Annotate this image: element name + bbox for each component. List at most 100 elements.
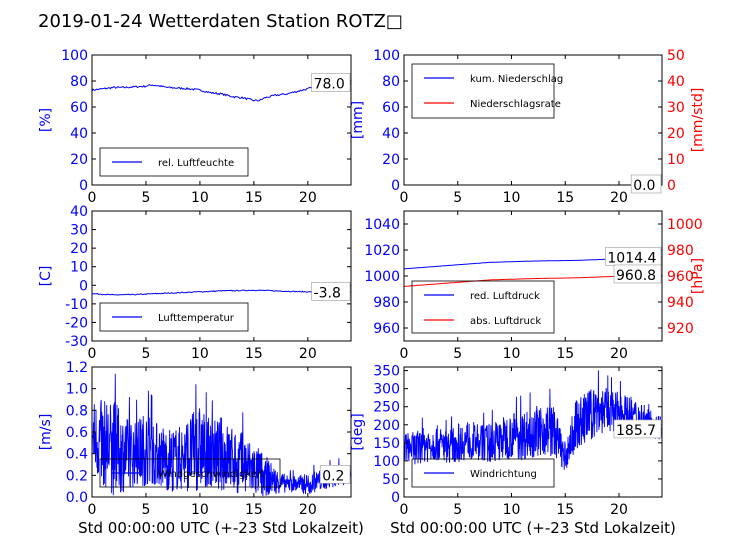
x-tick-label: 0 bbox=[88, 190, 97, 206]
y-tick-label: 20 bbox=[382, 152, 400, 168]
y2-axis-label: [mm/std] bbox=[690, 88, 706, 153]
axes-frame bbox=[403, 54, 663, 186]
last-value-box bbox=[613, 264, 662, 284]
x-tick-label: 10 bbox=[191, 346, 209, 362]
y-tick-label: 960 bbox=[373, 321, 400, 337]
chart-title: 2019-01-24 Wetterdaten Station ROTZ□ bbox=[38, 11, 403, 32]
legend-label: Niederschlagsrate bbox=[470, 99, 561, 110]
legend-label: Windrichtung bbox=[470, 469, 537, 480]
legend: Lufttemperatur bbox=[99, 302, 249, 332]
x-tick-label: 15 bbox=[556, 346, 574, 362]
last-value-text: 0.0 bbox=[633, 178, 655, 194]
x-tick-label: 5 bbox=[141, 346, 150, 362]
last-value-annotation: 185.7 bbox=[613, 419, 662, 439]
legend-frame bbox=[99, 302, 249, 332]
panel-precip: 0 5 10 15 20 0 20 40 60 80 100 0 10 20 30 40 50 [mm] [mm/s… bbox=[350, 48, 706, 206]
x-tick-label: 20 bbox=[610, 190, 628, 206]
y-tick-label: 100 bbox=[373, 48, 400, 64]
last-value-annotation: 0.2 bbox=[319, 465, 351, 484]
series-group bbox=[92, 373, 351, 497]
y-tick-label: 40 bbox=[70, 204, 88, 220]
y2-tick-label: 1000 bbox=[667, 217, 703, 233]
last-value-text: 1014.4 bbox=[607, 250, 656, 266]
last-value-text: -3.8 bbox=[314, 285, 341, 301]
y-tick-label: 100 bbox=[373, 454, 400, 470]
last-value-annotation: 1014.4 bbox=[605, 246, 662, 266]
y2-tick-label: 30 bbox=[667, 100, 685, 116]
series-line-lufttemperatur bbox=[92, 289, 351, 296]
y-tick-label: 350 bbox=[373, 364, 400, 380]
panel-humidity: 0 5 10 15 20 0 20 40 60 80 100 [%] rel. Luftfeuchte 7… bbox=[38, 48, 352, 206]
legend: kum. Niederschlag Niederschlagsrate bbox=[411, 63, 563, 119]
legend-frame bbox=[411, 63, 555, 119]
y-tick-label: 30 bbox=[70, 223, 88, 239]
legend: Windgeschwindigkeit bbox=[99, 458, 281, 488]
x-tick-label: 10 bbox=[191, 502, 209, 518]
y-tick-label: 1000 bbox=[364, 269, 400, 285]
y-tick-label: 1.2 bbox=[66, 360, 88, 376]
y-tick-label: 150 bbox=[373, 436, 400, 452]
x-tick-label: 0 bbox=[400, 502, 409, 518]
legend-frame bbox=[99, 147, 249, 177]
y-tick-label: 1040 bbox=[364, 217, 400, 233]
legend: rel. Luftfeuchte bbox=[99, 147, 249, 177]
panel-pressure: 0 5 10 15 20 960 980 1000 1020 1040 920 940 960 980 10… bbox=[364, 210, 706, 362]
x-tick-label: 5 bbox=[453, 190, 462, 206]
y-tick-label: 60 bbox=[382, 100, 400, 116]
last-value-box bbox=[630, 174, 662, 194]
y-tick-label: 300 bbox=[373, 382, 400, 398]
y-tick-label: 0 bbox=[391, 178, 400, 194]
y-tick-label: 50 bbox=[382, 472, 400, 488]
x-tick-label: 5 bbox=[453, 346, 462, 362]
axes-frame bbox=[91, 54, 352, 186]
x-tick-label: 10 bbox=[503, 190, 521, 206]
x-tick-label: 5 bbox=[141, 502, 150, 518]
legend-frame bbox=[411, 280, 555, 334]
legend: red. Luftdruck abs. Luftdruck bbox=[411, 280, 555, 334]
y-tick-label: 10 bbox=[70, 260, 88, 276]
last-value-annotation: 960.8 bbox=[613, 264, 662, 284]
y-tick-label: 20 bbox=[70, 152, 88, 168]
x-tick-label: 10 bbox=[503, 502, 521, 518]
y-axis-label: [deg] bbox=[350, 413, 366, 450]
y2-tick-label: 940 bbox=[667, 295, 694, 311]
y2-tick-label: 920 bbox=[667, 321, 694, 337]
y2-axis-label: [hPa] bbox=[690, 258, 706, 294]
y-axis-label: [%] bbox=[38, 108, 54, 132]
x-tick-label: 15 bbox=[556, 190, 574, 206]
last-value-box bbox=[613, 419, 662, 439]
legend-frame bbox=[411, 458, 555, 488]
x-axis-label-left: Std 00:00:00 UTC (+-23 Std Lokalzeit) bbox=[78, 519, 364, 537]
last-value-annotation: -3.8 bbox=[311, 282, 351, 301]
y-tick-label: 80 bbox=[382, 74, 400, 90]
y2-tick-label: 40 bbox=[667, 74, 685, 90]
y-tick-label: 40 bbox=[382, 126, 400, 142]
last-value-annotation: 0.0 bbox=[630, 174, 662, 194]
y-tick-label: 200 bbox=[373, 418, 400, 434]
x-tick-label: 5 bbox=[141, 190, 150, 206]
y-axis-label: [m/s] bbox=[38, 414, 54, 451]
x-tick-label: 10 bbox=[503, 346, 521, 362]
axes-frame bbox=[403, 366, 663, 498]
last-value-text: 960.8 bbox=[616, 268, 656, 284]
legend-label: Windgeschwindigkeit bbox=[158, 469, 264, 480]
y2-tick-label: 960 bbox=[667, 269, 694, 285]
y-tick-label: 0 bbox=[391, 490, 400, 506]
x-tick-label: 10 bbox=[191, 190, 209, 206]
legend: Windrichtung bbox=[411, 458, 555, 488]
last-value-annotation: 78.0 bbox=[311, 73, 351, 93]
series-group bbox=[92, 82, 351, 102]
x-axis-label-right: Std 00:00:00 UTC (+-23 Std Lokalzeit) bbox=[390, 519, 676, 537]
y-tick-label: -30 bbox=[65, 334, 88, 350]
y2-tick-label: 50 bbox=[667, 48, 685, 64]
x-tick-label: 15 bbox=[245, 190, 263, 206]
y-tick-label: 1020 bbox=[364, 243, 400, 259]
panel-winddir: 0 5 10 15 20050100150200250300350[deg]Windri… bbox=[350, 364, 663, 518]
y-tick-label: 20 bbox=[70, 241, 88, 257]
x-tick-label: 20 bbox=[299, 502, 317, 518]
legend-label: Lufttemperatur bbox=[158, 313, 235, 324]
y2-tick-label: 10 bbox=[667, 152, 685, 168]
last-value-text: 78.0 bbox=[314, 77, 345, 93]
y-tick-label: 0 bbox=[79, 278, 88, 294]
